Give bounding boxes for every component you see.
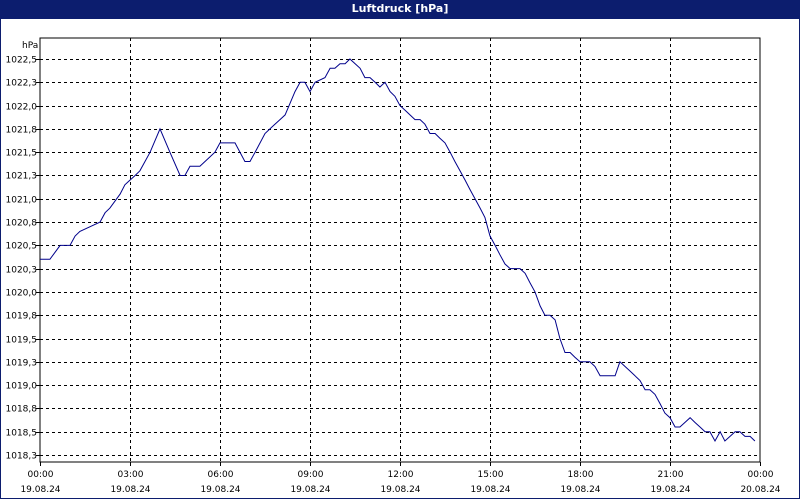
y-axis-label: hPa: [22, 41, 38, 51]
y-tick-label: 1020,8: [6, 219, 38, 229]
x-tick-time: 09:00: [298, 470, 324, 480]
x-tick-time: 18:00: [568, 470, 594, 480]
x-tick-date: 19.08.24: [110, 485, 150, 495]
window-title: Luftdruck [hPa]: [0, 0, 800, 19]
y-tick-label: 1021,8: [6, 126, 38, 136]
y-tick-label: 1018,3: [6, 452, 38, 462]
y-tick-label: 1019,3: [6, 359, 38, 369]
y-tick-label: 1022,5: [6, 56, 38, 66]
x-tick-time: 12:00: [388, 470, 414, 480]
y-axis: 1018,3 1018,5 1018,8 1019,0 1019,3 1019,5 1019…: [6, 56, 40, 462]
y-tick-label: 1020,0: [6, 289, 38, 299]
x-tick-date: 20.08.24: [740, 485, 780, 495]
y-tick-label: 1022,3: [6, 79, 38, 89]
y-tick-label: 1020,5: [6, 242, 38, 252]
x-tick-time: 03:00: [118, 470, 144, 480]
x-tick-date: 19.08.24: [290, 485, 330, 495]
x-tick-date: 19.08.24: [560, 485, 600, 495]
series-line: [40, 58, 756, 443]
x-tick-time: 00:00: [28, 470, 54, 480]
x-tick-time: 21:00: [658, 470, 684, 480]
y-tick-label: 1018,5: [6, 429, 38, 439]
y-tick-label: 1019,5: [6, 336, 38, 346]
x-tick-time: 15:00: [478, 470, 504, 480]
y-tick-label: 1021,3: [6, 172, 38, 182]
x-tick-date: 19.08.24: [650, 485, 690, 495]
x-tick-time: 06:00: [208, 470, 234, 480]
y-tick-label: 1021,5: [6, 149, 38, 159]
x-tick-date: 19.08.24: [380, 485, 420, 495]
y-tick-label: 1019,0: [6, 382, 38, 392]
y-tick-label: 1021,0: [6, 196, 38, 206]
y-tick-label: 1019,8: [6, 312, 38, 322]
x-axis: 00:00 19.08.24 03:00 19.08.24 06:00 19.08.24 0…: [20, 462, 781, 495]
y-tick-label: 1020,3: [6, 266, 38, 276]
x-tick-date: 19.08.24: [20, 485, 60, 495]
y-tick-label: 1022,0: [6, 103, 38, 113]
x-tick-date: 19.08.24: [200, 485, 240, 495]
y-tick-label: 1018,8: [6, 405, 38, 415]
x-tick-date: 19.08.24: [470, 485, 510, 495]
x-tick-time: 00:00: [748, 470, 774, 480]
